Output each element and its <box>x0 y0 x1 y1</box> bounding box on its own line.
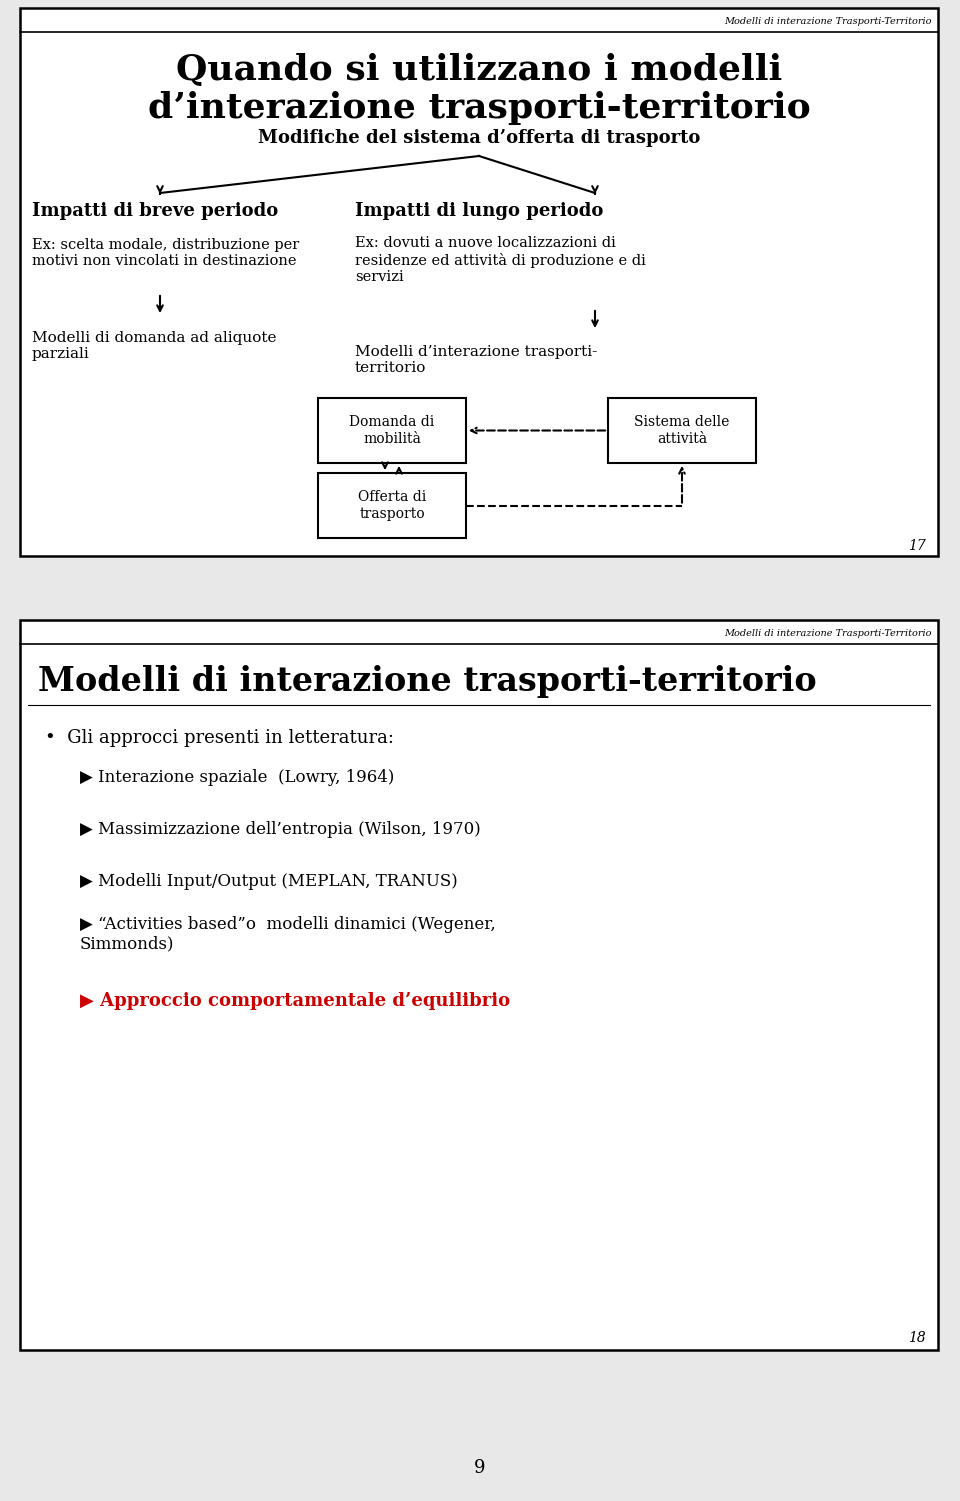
Text: 17: 17 <box>908 539 926 552</box>
Bar <box>20 620 938 1349</box>
Bar <box>318 473 466 537</box>
Text: Ex: scelta modale, distribuzione per
motivi non vincolati in destinazione: Ex: scelta modale, distribuzione per mot… <box>32 237 300 269</box>
Text: Ex: dovuti a nuove localizzazioni di
residenze ed attività di produzione e di
se: Ex: dovuti a nuove localizzazioni di res… <box>355 236 646 284</box>
Bar <box>20 8 938 555</box>
Bar <box>318 398 466 462</box>
Text: Impatti di breve periodo: Impatti di breve periodo <box>32 203 278 221</box>
Text: Modelli di interazione trasporti-territorio: Modelli di interazione trasporti-territo… <box>38 665 817 698</box>
Text: Modelli di interazione Trasporti-Territorio: Modelli di interazione Trasporti-Territo… <box>725 629 932 638</box>
Text: Modelli di domanda ad aliquote
parziali: Modelli di domanda ad aliquote parziali <box>32 330 276 362</box>
Text: Offerta di
trasporto: Offerta di trasporto <box>358 491 426 521</box>
Text: Impatti di lungo periodo: Impatti di lungo periodo <box>355 203 604 221</box>
Text: Modifiche del sistema d’offerta di trasporto: Modifiche del sistema d’offerta di trasp… <box>258 129 700 147</box>
Text: 9: 9 <box>474 1459 486 1477</box>
Text: Sistema delle
attività: Sistema delle attività <box>635 416 730 446</box>
Text: ▶ Approccio comportamentale d’equilibrio: ▶ Approccio comportamentale d’equilibrio <box>80 992 510 1010</box>
Text: 18: 18 <box>908 1331 926 1345</box>
Text: ▶ Massimizzazione dell’entropia (Wilson, 1970): ▶ Massimizzazione dell’entropia (Wilson,… <box>80 821 481 839</box>
Text: ▶ Interazione spaziale  (Lowry, 1964): ▶ Interazione spaziale (Lowry, 1964) <box>80 770 395 787</box>
Text: Modelli di interazione Trasporti-Territorio: Modelli di interazione Trasporti-Territo… <box>725 17 932 26</box>
Text: ▶ “Activities based”o  modelli dinamici (Wegener,
Simmonds): ▶ “Activities based”o modelli dinamici (… <box>80 916 495 952</box>
Text: Quando si utilizzano i modelli: Quando si utilizzano i modelli <box>176 53 782 87</box>
Text: d’interazione trasporti-territorio: d’interazione trasporti-territorio <box>148 92 810 125</box>
Text: ▶ Modelli Input/Output (MEPLAN, TRANUS): ▶ Modelli Input/Output (MEPLAN, TRANUS) <box>80 874 458 890</box>
Text: •  Gli approcci presenti in letteratura:: • Gli approcci presenti in letteratura: <box>45 729 394 747</box>
Bar <box>608 398 756 462</box>
Text: Modelli d’interazione trasporti-
territorio: Modelli d’interazione trasporti- territo… <box>355 345 597 375</box>
Text: Domanda di
mobilità: Domanda di mobilità <box>349 416 435 446</box>
